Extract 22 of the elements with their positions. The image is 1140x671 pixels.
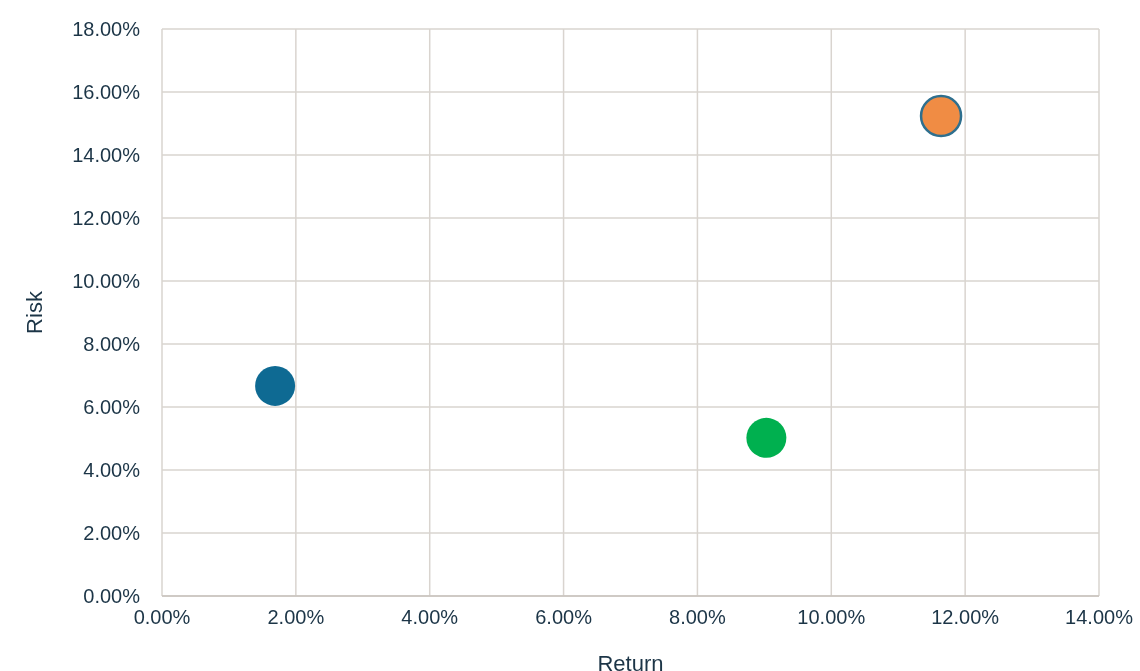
- y-tick-label: 4.00%: [83, 459, 141, 481]
- point: [255, 365, 296, 406]
- y-tick-label: 14.00%: [72, 144, 141, 166]
- y-tick-label: 8.00%: [83, 333, 141, 355]
- y-tick-label: 16.00%: [72, 81, 141, 103]
- y-axis-title: Risk: [22, 290, 47, 334]
- x-tick-label: 0.00%: [133, 606, 191, 628]
- x-tick-label: 2.00%: [267, 606, 325, 628]
- x-tick-label: 6.00%: [535, 606, 593, 628]
- x-axis-title: Return: [597, 651, 664, 671]
- point: [746, 417, 787, 458]
- x-tick-label: 14.00%: [1065, 606, 1134, 628]
- x-tick-label: 4.00%: [401, 606, 459, 628]
- y-tick-label: 0.00%: [83, 585, 141, 607]
- y-tick-label: 6.00%: [83, 396, 141, 418]
- x-tick-label: 8.00%: [669, 606, 726, 628]
- y-tick-label: 10.00%: [72, 270, 141, 292]
- y-tick-label: 12.00%: [72, 207, 141, 229]
- x-tick-label: 10.00%: [797, 606, 866, 628]
- y-tick-label: 18.00%: [72, 18, 141, 40]
- y-tick-label: 2.00%: [83, 522, 141, 544]
- x-tick-label: 12.00%: [931, 606, 1000, 628]
